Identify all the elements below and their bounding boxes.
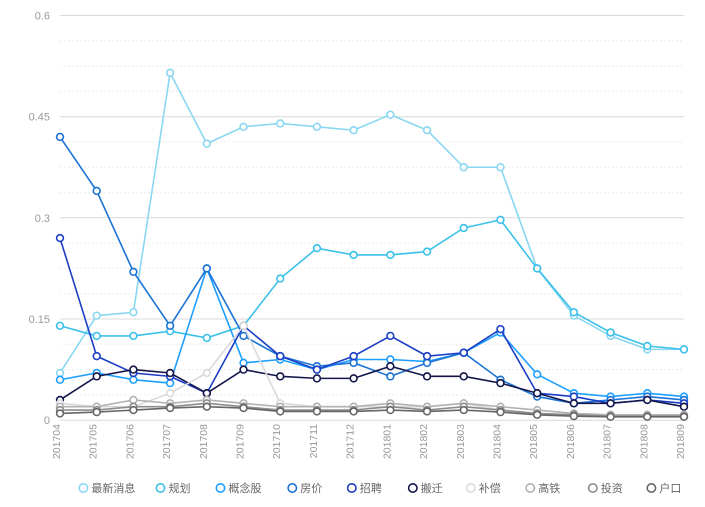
svg-text:201705: 201705 <box>88 424 100 459</box>
svg-text:补偿: 补偿 <box>479 481 501 495</box>
svg-text:房价: 房价 <box>300 482 322 495</box>
svg-text:0.6: 0.6 <box>35 11 50 23</box>
svg-text:201802: 201802 <box>418 424 430 459</box>
svg-text:0.45: 0.45 <box>29 112 50 124</box>
svg-text:0: 0 <box>44 415 50 427</box>
svg-text:搬迁: 搬迁 <box>421 481 443 495</box>
svg-text:201709: 201709 <box>235 424 247 459</box>
svg-text:201710: 201710 <box>271 424 283 459</box>
svg-text:201708: 201708 <box>198 424 210 459</box>
svg-text:201712: 201712 <box>345 424 357 459</box>
svg-text:201707: 201707 <box>161 424 173 459</box>
svg-text:201806: 201806 <box>565 424 577 459</box>
svg-text:201711: 201711 <box>308 424 320 458</box>
svg-text:201807: 201807 <box>602 424 614 459</box>
svg-text:201801: 201801 <box>381 424 393 459</box>
svg-text:户口: 户口 <box>659 481 681 495</box>
svg-text:201808: 201808 <box>638 424 650 459</box>
svg-text:投资: 投资 <box>601 481 623 495</box>
svg-text:201704: 201704 <box>51 424 63 459</box>
svg-text:201804: 201804 <box>492 424 504 459</box>
svg-text:201805: 201805 <box>528 424 540 459</box>
svg-text:201803: 201803 <box>455 424 467 459</box>
svg-text:招聘: 招聘 <box>360 481 382 495</box>
svg-text:高铁: 高铁 <box>538 481 560 495</box>
svg-text:201706: 201706 <box>124 424 136 459</box>
svg-text:规划: 规划 <box>169 481 191 495</box>
svg-text:概念股: 概念股 <box>229 481 262 495</box>
svg-text:0.3: 0.3 <box>35 213 50 225</box>
svg-text:最新消息: 最新消息 <box>91 481 135 495</box>
svg-text:201809: 201809 <box>675 424 687 459</box>
svg-text:0.15: 0.15 <box>29 314 50 326</box>
